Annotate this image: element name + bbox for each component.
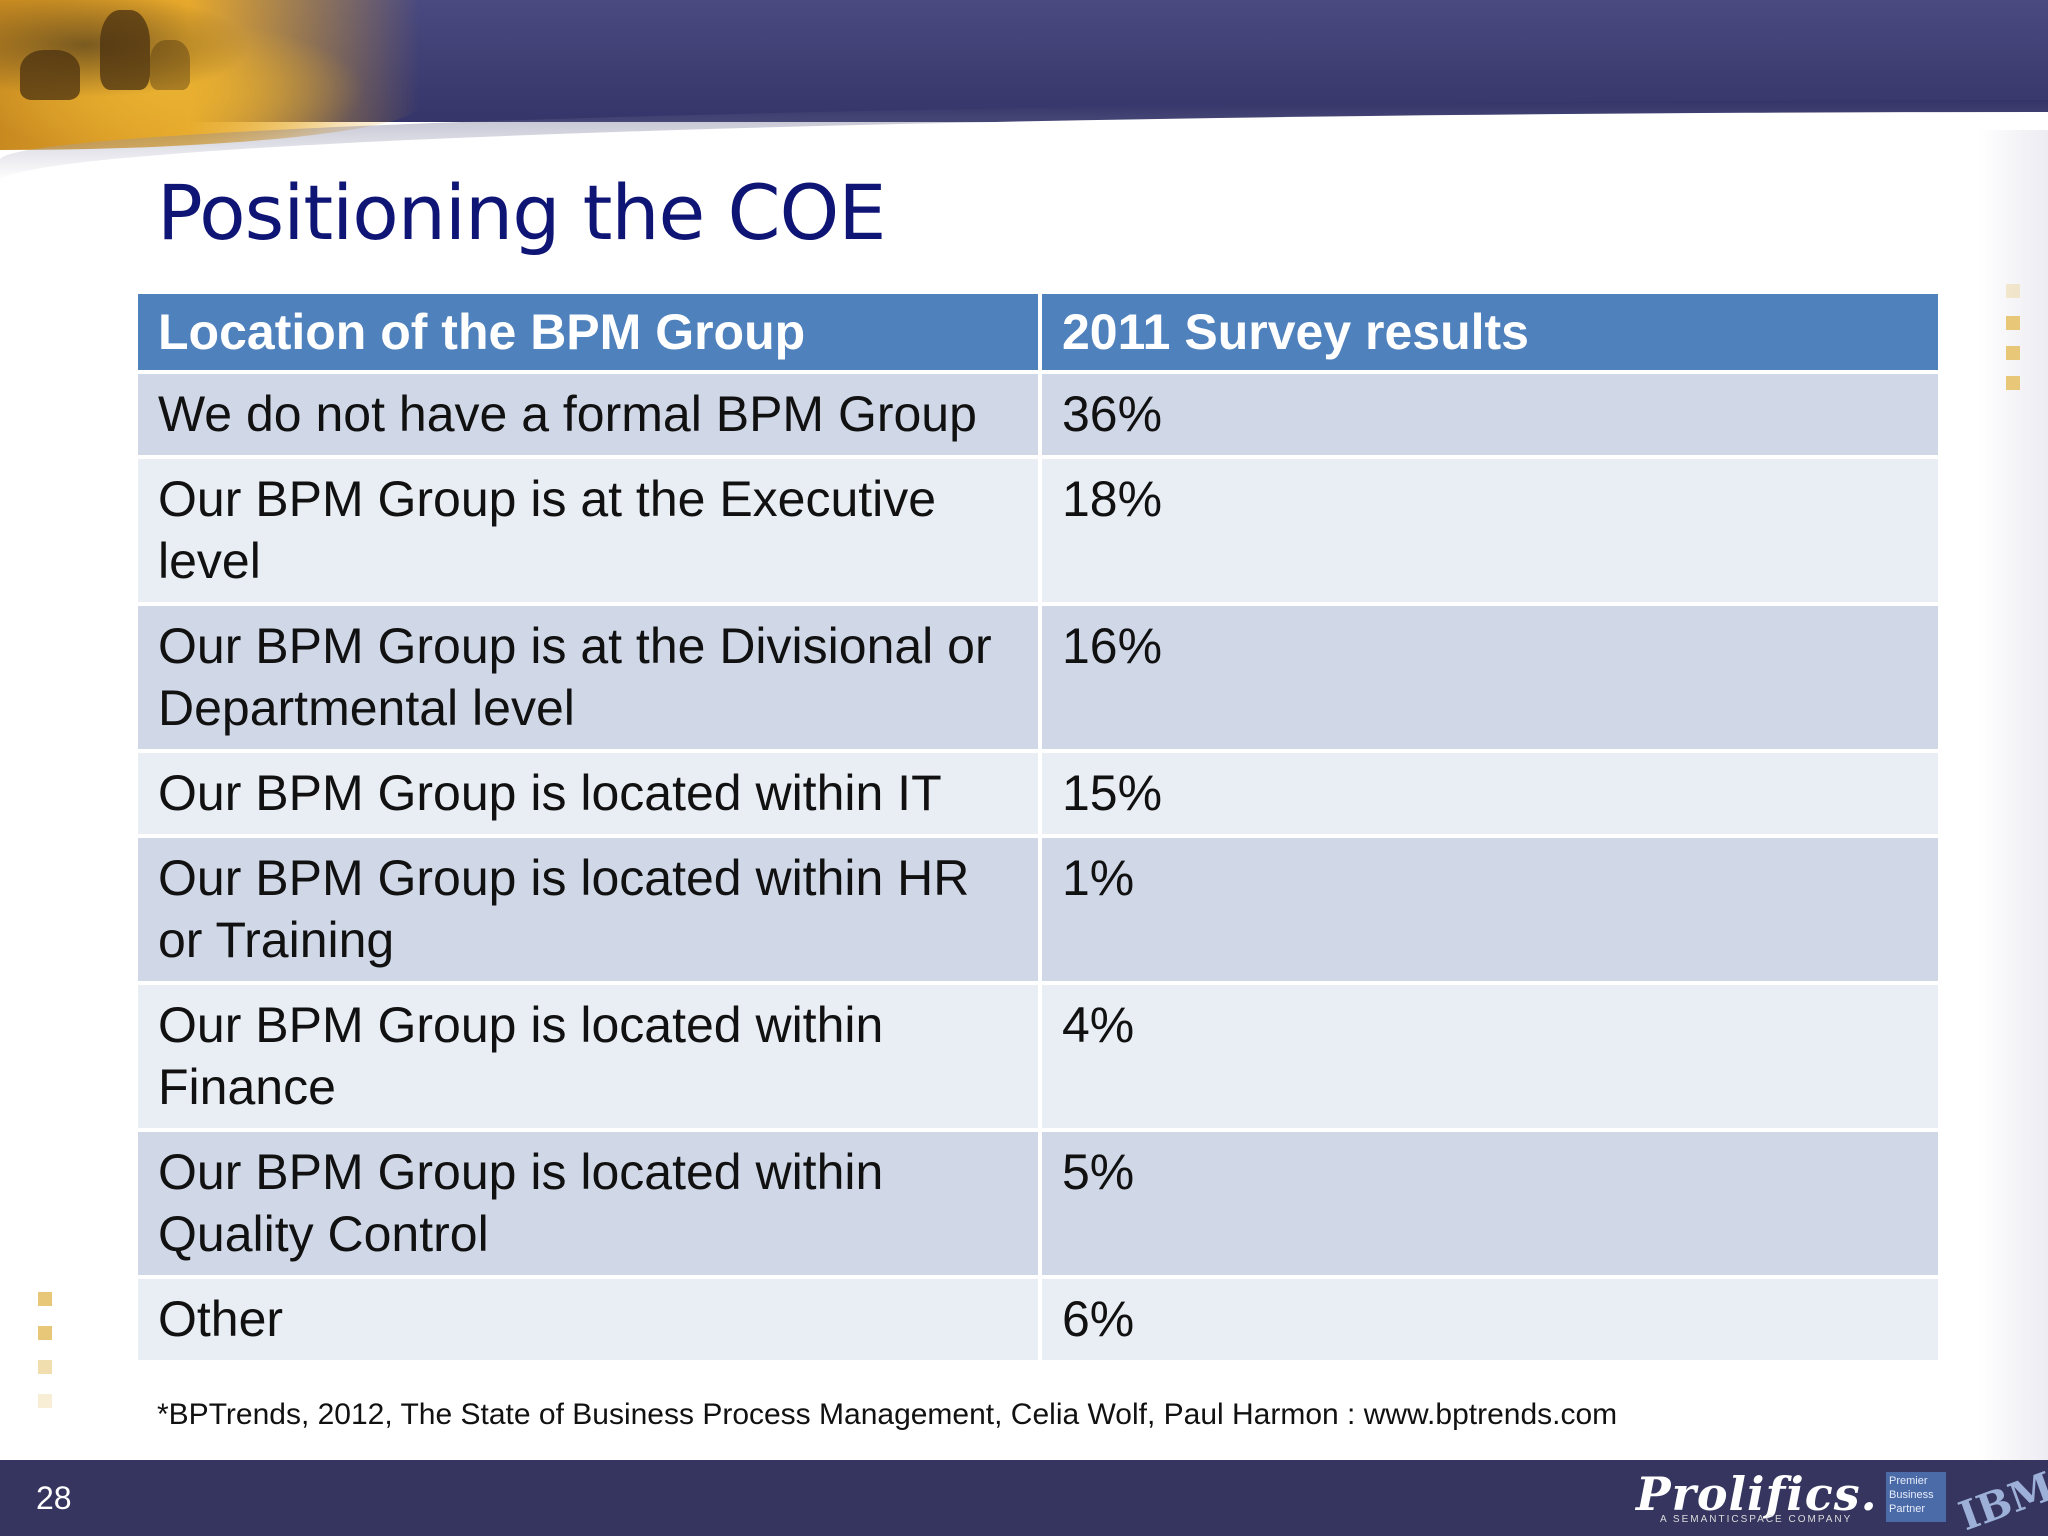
- logo-tagline: A SEMANTICSPACE COMPANY: [1660, 1514, 1853, 1525]
- survey-table: Location of the BPM Group 2011 Survey re…: [134, 290, 1942, 1364]
- decorative-square: [38, 1326, 52, 1340]
- table-row: Our BPM Group is at the Executive level …: [138, 459, 1938, 602]
- result-cell: 15%: [1042, 753, 1938, 834]
- location-cell: Other: [138, 1279, 1038, 1360]
- header-photo: [0, 0, 420, 150]
- footer-band: [0, 1460, 2048, 1536]
- result-cell: 4%: [1042, 985, 1938, 1128]
- location-cell: Our BPM Group is located within Quality …: [138, 1132, 1038, 1275]
- column-header-results: 2011 Survey results: [1042, 294, 1938, 370]
- partner-badge-text: Premier Business Partner: [1889, 1475, 1934, 1515]
- decorative-square: [2006, 346, 2020, 360]
- table-row: Our BPM Group is located within HR or Tr…: [138, 838, 1938, 981]
- photo-figure: [100, 10, 150, 90]
- page-number: 28: [36, 1480, 72, 1516]
- decorative-square: [2006, 376, 2020, 390]
- photo-figure: [150, 40, 190, 90]
- table-header-row: Location of the BPM Group 2011 Survey re…: [138, 294, 1938, 370]
- result-cell: 6%: [1042, 1279, 1938, 1360]
- table-row: Other 6%: [138, 1279, 1938, 1360]
- location-cell: We do not have a formal BPM Group: [138, 374, 1038, 455]
- table-row: We do not have a formal BPM Group 36%: [138, 374, 1938, 455]
- source-footnote: *BPTrends, 2012, The State of Business P…: [157, 1398, 1618, 1431]
- location-cell: Our BPM Group is at the Divisional or De…: [138, 606, 1038, 749]
- location-cell: Our BPM Group is located within HR or Tr…: [138, 838, 1038, 981]
- decorative-square: [38, 1360, 52, 1374]
- slide-title: Positioning the COE: [157, 168, 886, 257]
- decorative-square: [2006, 284, 2020, 298]
- location-cell: Our BPM Group is located within Finance: [138, 985, 1038, 1128]
- prolifics-logo: Prolifics.: [1636, 1467, 1878, 1521]
- result-cell: 5%: [1042, 1132, 1938, 1275]
- photo-figure: [20, 50, 80, 100]
- result-cell: 36%: [1042, 374, 1938, 455]
- decorative-square: [38, 1292, 52, 1306]
- location-cell: Our BPM Group is located within IT: [138, 753, 1038, 834]
- result-cell: 16%: [1042, 606, 1938, 749]
- decorative-square: [38, 1394, 52, 1408]
- result-cell: 1%: [1042, 838, 1938, 981]
- table-row: Our BPM Group is located within Finance …: [138, 985, 1938, 1128]
- table-row: Our BPM Group is located within IT 15%: [138, 753, 1938, 834]
- table-row: Our BPM Group is located within Quality …: [138, 1132, 1938, 1275]
- table-row: Our BPM Group is at the Divisional or De…: [138, 606, 1938, 749]
- result-cell: 18%: [1042, 459, 1938, 602]
- partner-badge: [1886, 1472, 1946, 1522]
- decorative-square: [2006, 316, 2020, 330]
- location-cell: Our BPM Group is at the Executive level: [138, 459, 1038, 602]
- column-header-location: Location of the BPM Group: [138, 294, 1038, 370]
